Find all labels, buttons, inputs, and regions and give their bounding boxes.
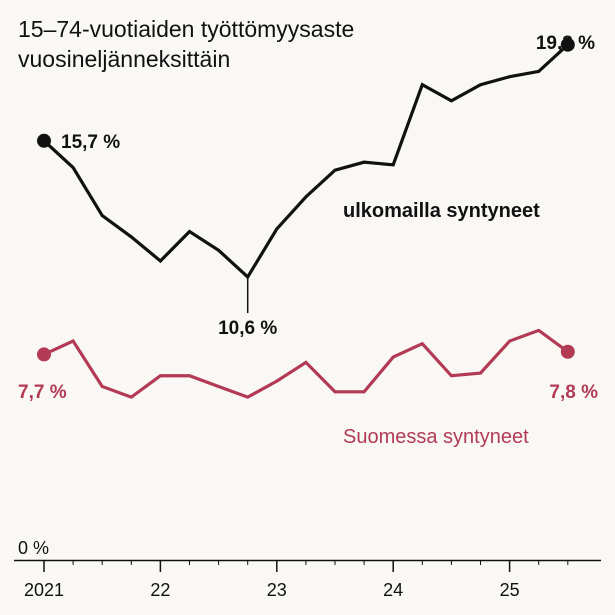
x-tick-label: 2021 [24, 580, 64, 600]
data-point [391, 163, 395, 167]
data-point [304, 195, 308, 199]
data-point [129, 395, 133, 399]
data-point [362, 390, 366, 394]
data-point [333, 168, 337, 172]
series-end-dot [560, 344, 575, 359]
data-point [71, 166, 75, 169]
series-start-dot [37, 347, 51, 362]
data-point [188, 374, 191, 378]
data-point [275, 379, 279, 383]
data-point [304, 361, 308, 364]
data-point [450, 374, 453, 378]
data-point [100, 385, 104, 388]
data-point [450, 99, 453, 103]
chart-title-line-2: vuosineljänneksittäin [18, 46, 231, 72]
data-point [275, 227, 279, 231]
min-value-label-ulkomailla: 10,6 % [218, 318, 277, 339]
end-value-label-suomessa: 7,8 % [549, 382, 598, 403]
series-end-dot [560, 37, 575, 52]
x-tick-label: 24 [383, 580, 403, 600]
chart-title-line-1: 15–74-vuotiaiden työttömyysaste [18, 16, 355, 42]
data-point [479, 83, 482, 87]
start-value-label-suomessa: 7,7 % [18, 382, 67, 403]
start-value-label-ulkomailla: 15,7 % [61, 132, 120, 153]
series-name-label-ulkomailla: ulkomailla syntyneet [343, 200, 540, 222]
data-point [246, 395, 250, 399]
data-point [100, 214, 104, 217]
data-point [479, 371, 482, 375]
data-point [537, 69, 541, 73]
data-point [420, 342, 424, 346]
x-tick-label: 23 [267, 580, 287, 600]
x-tick-label: 25 [500, 580, 520, 600]
end-value-label-ulkomailla: 19,3 % [536, 33, 595, 54]
data-point [159, 259, 162, 263]
data-point [217, 385, 221, 388]
data-point [420, 83, 424, 87]
x-tick-label: 22 [150, 580, 170, 600]
data-point [159, 374, 162, 378]
data-point [188, 230, 191, 233]
data-point [391, 355, 395, 359]
chart-title: 15–74-vuotiaiden työttömyysaste vuosinel… [18, 14, 578, 74]
series-name-label-suomessa: Suomessa syntyneet [343, 426, 529, 448]
data-point [508, 339, 511, 343]
data-point [508, 75, 511, 79]
data-point [333, 390, 337, 394]
data-point [217, 248, 221, 252]
data-point [129, 235, 133, 239]
series-line-ulkomailla [42, 43, 569, 280]
data-point [71, 339, 75, 343]
data-point [362, 160, 366, 164]
y-axis-zero-label: 0 % [18, 538, 49, 558]
series-start-dot [37, 133, 51, 148]
data-point [537, 328, 541, 332]
